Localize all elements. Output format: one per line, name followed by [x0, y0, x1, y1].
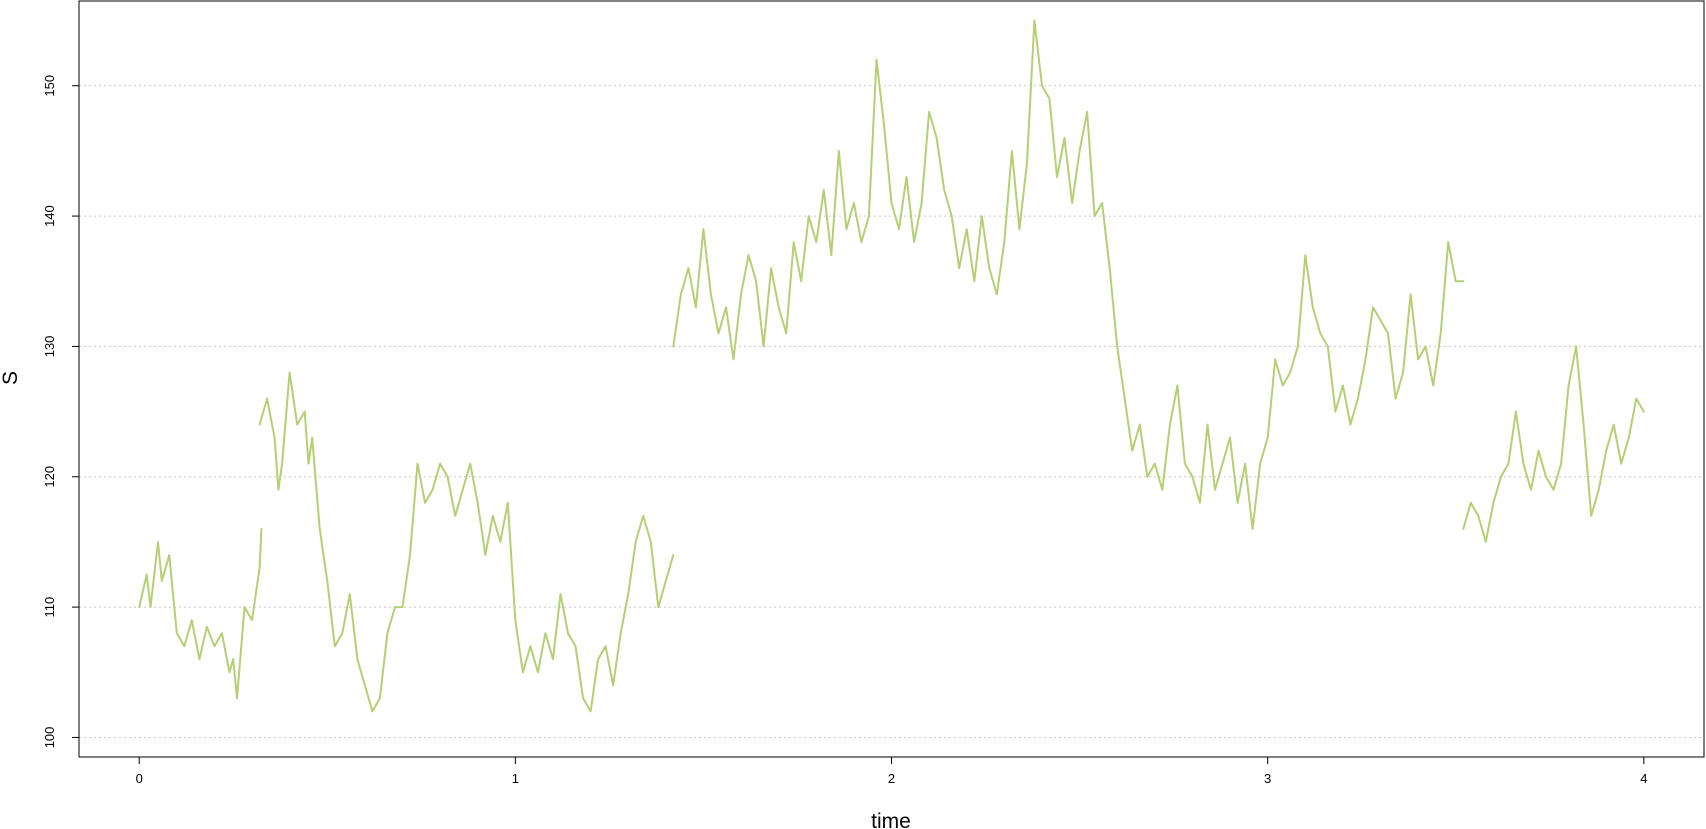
series-line-2 — [258, 371, 675, 713]
x-tick-label: 1 — [512, 771, 519, 786]
x-tick-label: 3 — [1264, 771, 1271, 786]
y-tick-label: 100 — [42, 727, 57, 749]
y-tick-label: 110 — [42, 597, 57, 618]
y-tick-label: 120 — [42, 466, 57, 488]
x-tick-label: 0 — [136, 771, 143, 786]
series-line-4 — [1462, 345, 1645, 543]
gridlines — [79, 85, 1704, 738]
x-axis: 0 1 2 3 4 — [136, 756, 1647, 786]
y-axis: 100 110 120 130 140 150 — [42, 75, 79, 748]
y-tick-label: 130 — [42, 336, 57, 358]
x-tick-label: 2 — [888, 771, 895, 786]
series-line-1 — [138, 527, 263, 700]
series-line-3 — [672, 19, 1465, 530]
series-group — [138, 19, 1645, 713]
x-axis-title: time — [871, 810, 911, 829]
y-tick-label: 140 — [42, 205, 57, 227]
x-tick-label: 4 — [1640, 771, 1647, 786]
plot-frame — [78, 0, 1705, 758]
y-axis-title: S — [0, 371, 22, 385]
y-tick-label: 150 — [42, 75, 57, 97]
